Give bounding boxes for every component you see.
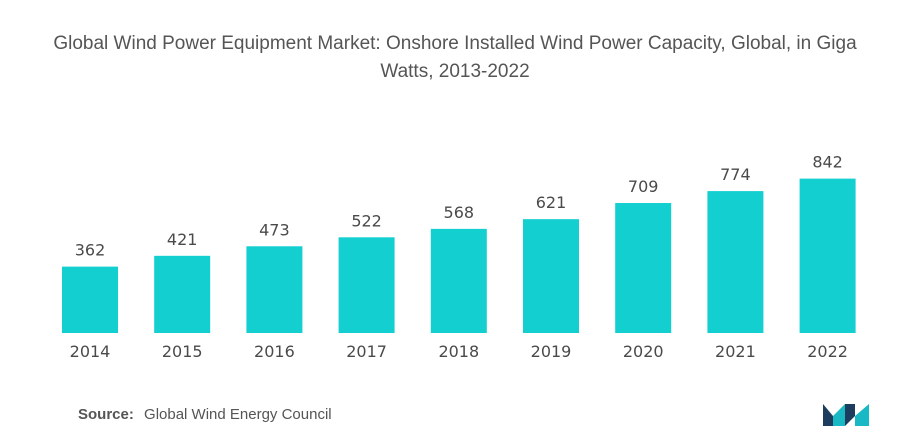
category-label-2021: 2021 — [715, 342, 756, 361]
value-label-2016: 473 — [259, 220, 290, 239]
bar-2016 — [246, 246, 303, 333]
value-label-2019: 621 — [536, 193, 567, 212]
mordor-logo-icon — [823, 404, 869, 426]
chart-title: Global Wind Power Equipment Market: Onsh… — [53, 33, 857, 82]
bar-2017 — [338, 237, 395, 333]
bar-2020 — [615, 203, 672, 333]
value-label-2020: 709 — [628, 177, 659, 196]
value-labels-group: 362 421 473 522 568 621 709 774 842 — [75, 153, 843, 260]
value-label-2017: 522 — [351, 211, 382, 230]
bar-2021 — [707, 191, 764, 333]
bar-2022 — [799, 178, 856, 333]
category-label-2015: 2015 — [162, 342, 203, 361]
category-label-2019: 2019 — [531, 342, 572, 361]
value-label-2015: 421 — [167, 230, 198, 249]
source-text: Global Wind Energy Council — [144, 406, 332, 423]
bar-2014 — [62, 266, 118, 333]
category-label-2022: 2022 — [807, 342, 848, 361]
category-label-2020: 2020 — [623, 342, 664, 361]
category-label-2014: 2014 — [70, 342, 111, 361]
category-label-2016: 2016 — [254, 342, 295, 361]
category-label-2017: 2017 — [346, 342, 387, 361]
bar-2018 — [430, 228, 487, 333]
category-labels-group: 2014 2015 2016 2017 2018 2019 2020 2021 2022 — [70, 342, 848, 361]
bar-2015 — [154, 255, 211, 333]
value-label-2018: 568 — [444, 203, 475, 222]
category-label-2018: 2018 — [438, 342, 479, 361]
value-label-2022: 842 — [812, 153, 843, 172]
source-label: Source: — [78, 406, 134, 423]
value-label-2014: 362 — [75, 241, 106, 260]
bars-group — [62, 178, 856, 333]
source-line: Source: Global Wind Energy Council — [78, 406, 332, 423]
bar-2019 — [523, 219, 579, 333]
value-label-2021: 774 — [720, 165, 751, 184]
